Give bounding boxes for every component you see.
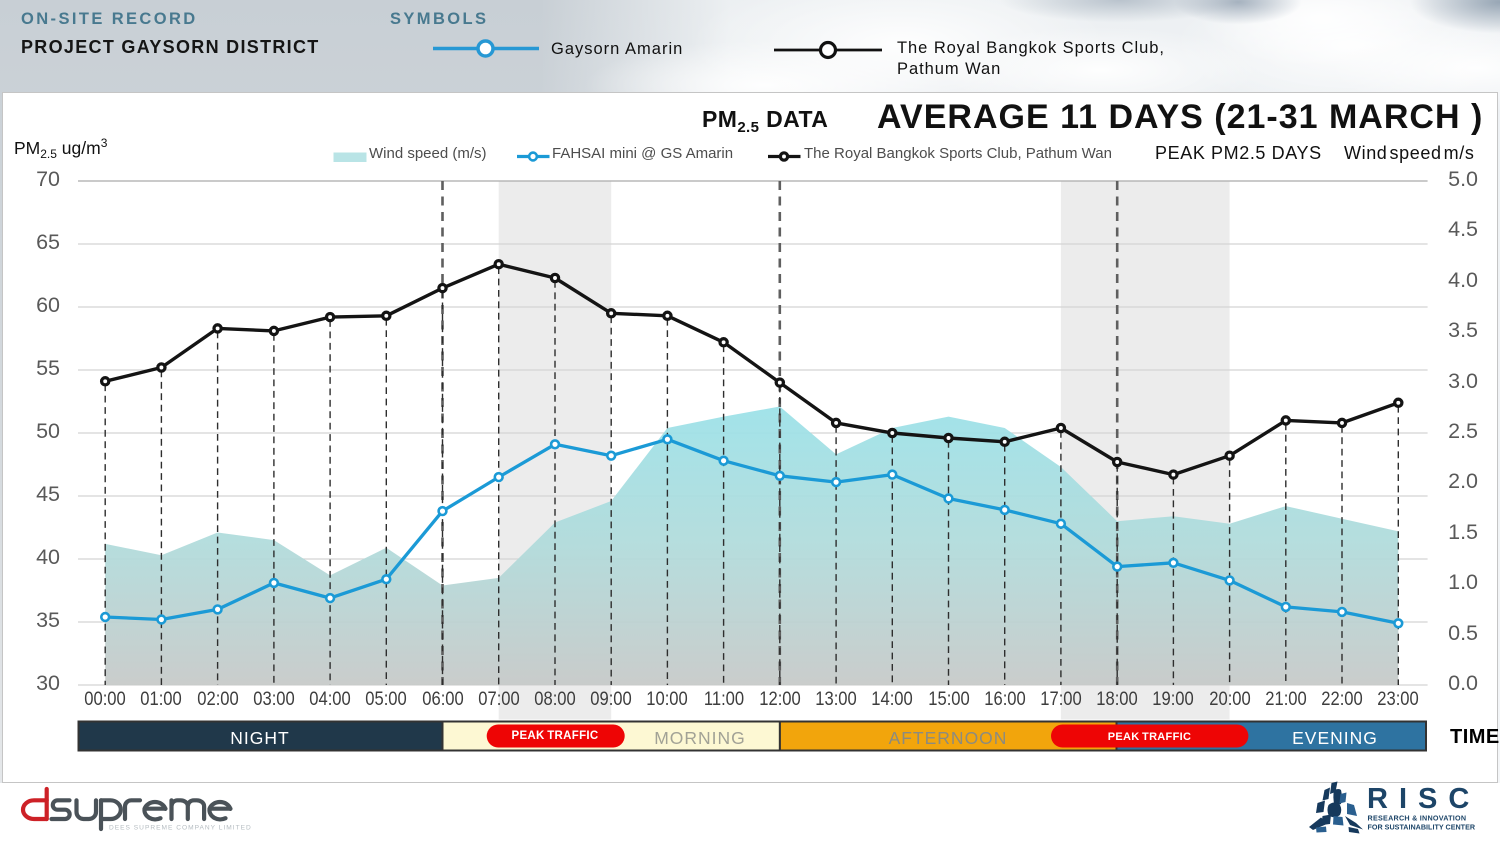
svg-text:DEES SUPREME COMPANY LIMITED: DEES SUPREME COMPANY LIMITED <box>109 825 252 832</box>
svg-text:RESEARCH & INNOVATION: RESEARCH & INNOVATION <box>1368 814 1467 823</box>
svg-text:FOR SUSTAINABILITY CENTER: FOR SUSTAINABILITY CENTER <box>1368 823 1476 832</box>
svg-text:RISC: RISC <box>1367 783 1480 815</box>
